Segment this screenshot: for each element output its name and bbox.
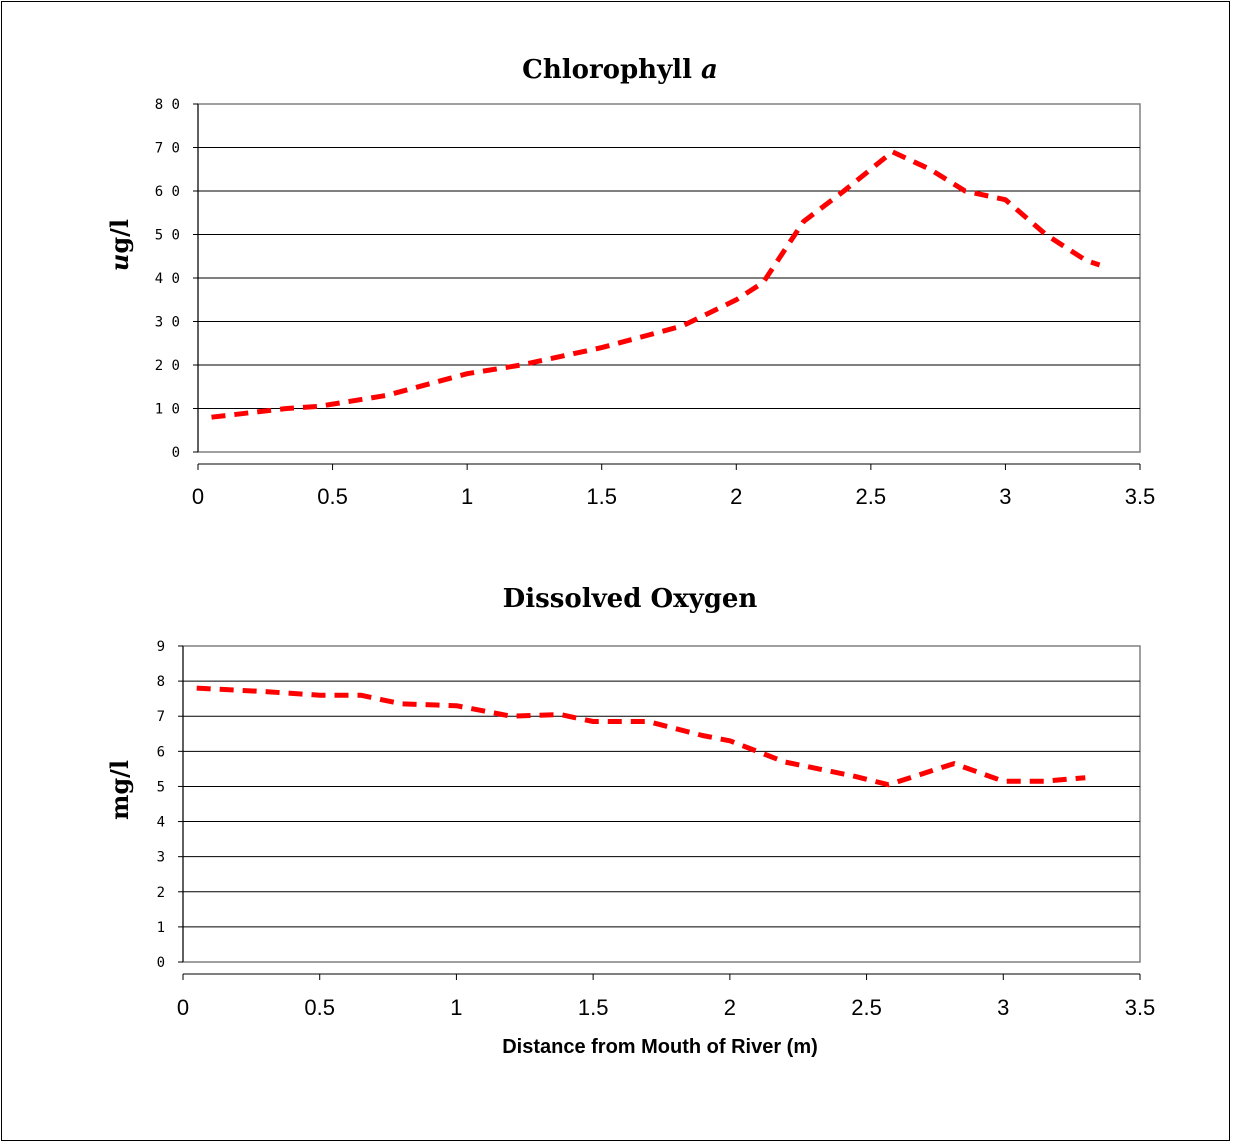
x-tick-label: 1 [450, 995, 462, 1020]
chart-title: Chlorophyll a [522, 55, 718, 85]
x-tick-label: 0.5 [304, 995, 335, 1020]
y-tick-label: 5 [157, 779, 165, 795]
x-tick-label: 2 [724, 995, 736, 1020]
y-axis-label: ug/l [105, 219, 134, 271]
y-tick-label: 6 [157, 744, 165, 760]
y-tick-label: 9 [157, 639, 165, 655]
y-tick-label: 3 [157, 850, 165, 866]
x-tick-label: 3.5 [1125, 995, 1156, 1020]
y-axis-label: mg/l [105, 760, 134, 820]
x-tick-label: 0 [192, 484, 204, 509]
y-tick-label: 4 0 [155, 271, 180, 287]
x-tick-label: 2.5 [856, 484, 887, 509]
y-tick-label: 7 0 [155, 141, 180, 157]
dissolved-oxygen-chart: Dissolved Oxygen mg/l Distance from Mout… [105, 584, 1155, 1058]
y-tick-label: 8 0 [155, 97, 180, 113]
y-tick-label: 7 [157, 709, 165, 725]
series-line [211, 149, 1101, 420]
x-tick-label: 3 [999, 484, 1011, 509]
y-tick-label: 8 [157, 674, 165, 690]
x-tick-label: 2 [730, 484, 742, 509]
y-tick-label: 0 [172, 445, 180, 461]
x-tick-label: 1.5 [578, 995, 609, 1020]
y-tick-label: 6 0 [155, 184, 180, 200]
y-tick-label: 1 0 [155, 402, 180, 418]
y-tick-label: 1 [157, 920, 165, 936]
y-tick-label: 5 0 [155, 228, 180, 244]
x-tick-label: 2.5 [851, 995, 882, 1020]
y-tick-label: 0 [157, 955, 165, 971]
x-tick-label: 3.5 [1125, 484, 1156, 509]
x-tick-label: 1.5 [586, 484, 617, 509]
chlorophyll-chart: Chlorophyll a ug/l 0 1 0 2 0 3 0 4 0 5 0 6 0 7 … [105, 55, 1155, 509]
x-tick-label: 0 [177, 995, 189, 1020]
chart-title: Dissolved Oxygen [503, 584, 758, 614]
x-tick-label: 3 [997, 995, 1009, 1020]
plot-area [182, 645, 1141, 963]
y-tick-label: 2 [157, 885, 165, 901]
y-tick-label: 3 0 [155, 315, 180, 331]
y-tick-label: 2 0 [155, 358, 180, 374]
x-axis-label: Distance from Mouth of River (m) [502, 1036, 818, 1058]
y-tick-label: 4 [157, 815, 165, 831]
series-line [196, 685, 1086, 788]
x-tick-label: 0.5 [317, 484, 348, 509]
x-tick-label: 1 [461, 484, 473, 509]
